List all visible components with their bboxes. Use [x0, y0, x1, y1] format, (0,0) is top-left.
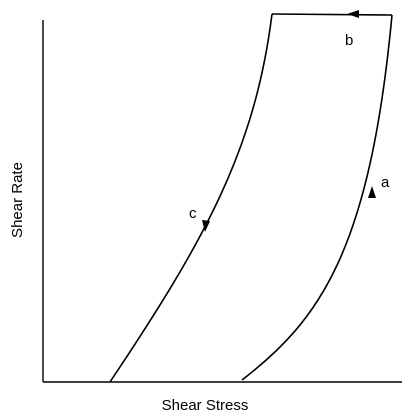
arrow-a — [368, 186, 376, 198]
label-b: b — [345, 32, 353, 49]
label-c: c — [189, 205, 197, 222]
y-axis-label: Shear Rate — [9, 162, 26, 238]
curve-b — [271, 13, 393, 16]
label-a: a — [381, 174, 390, 191]
arrow-c — [202, 220, 210, 232]
x-axis-label: Shear Stress — [162, 397, 249, 414]
curve-c — [109, 13, 273, 383]
arrow-b — [347, 10, 359, 18]
curve-a — [241, 14, 393, 381]
